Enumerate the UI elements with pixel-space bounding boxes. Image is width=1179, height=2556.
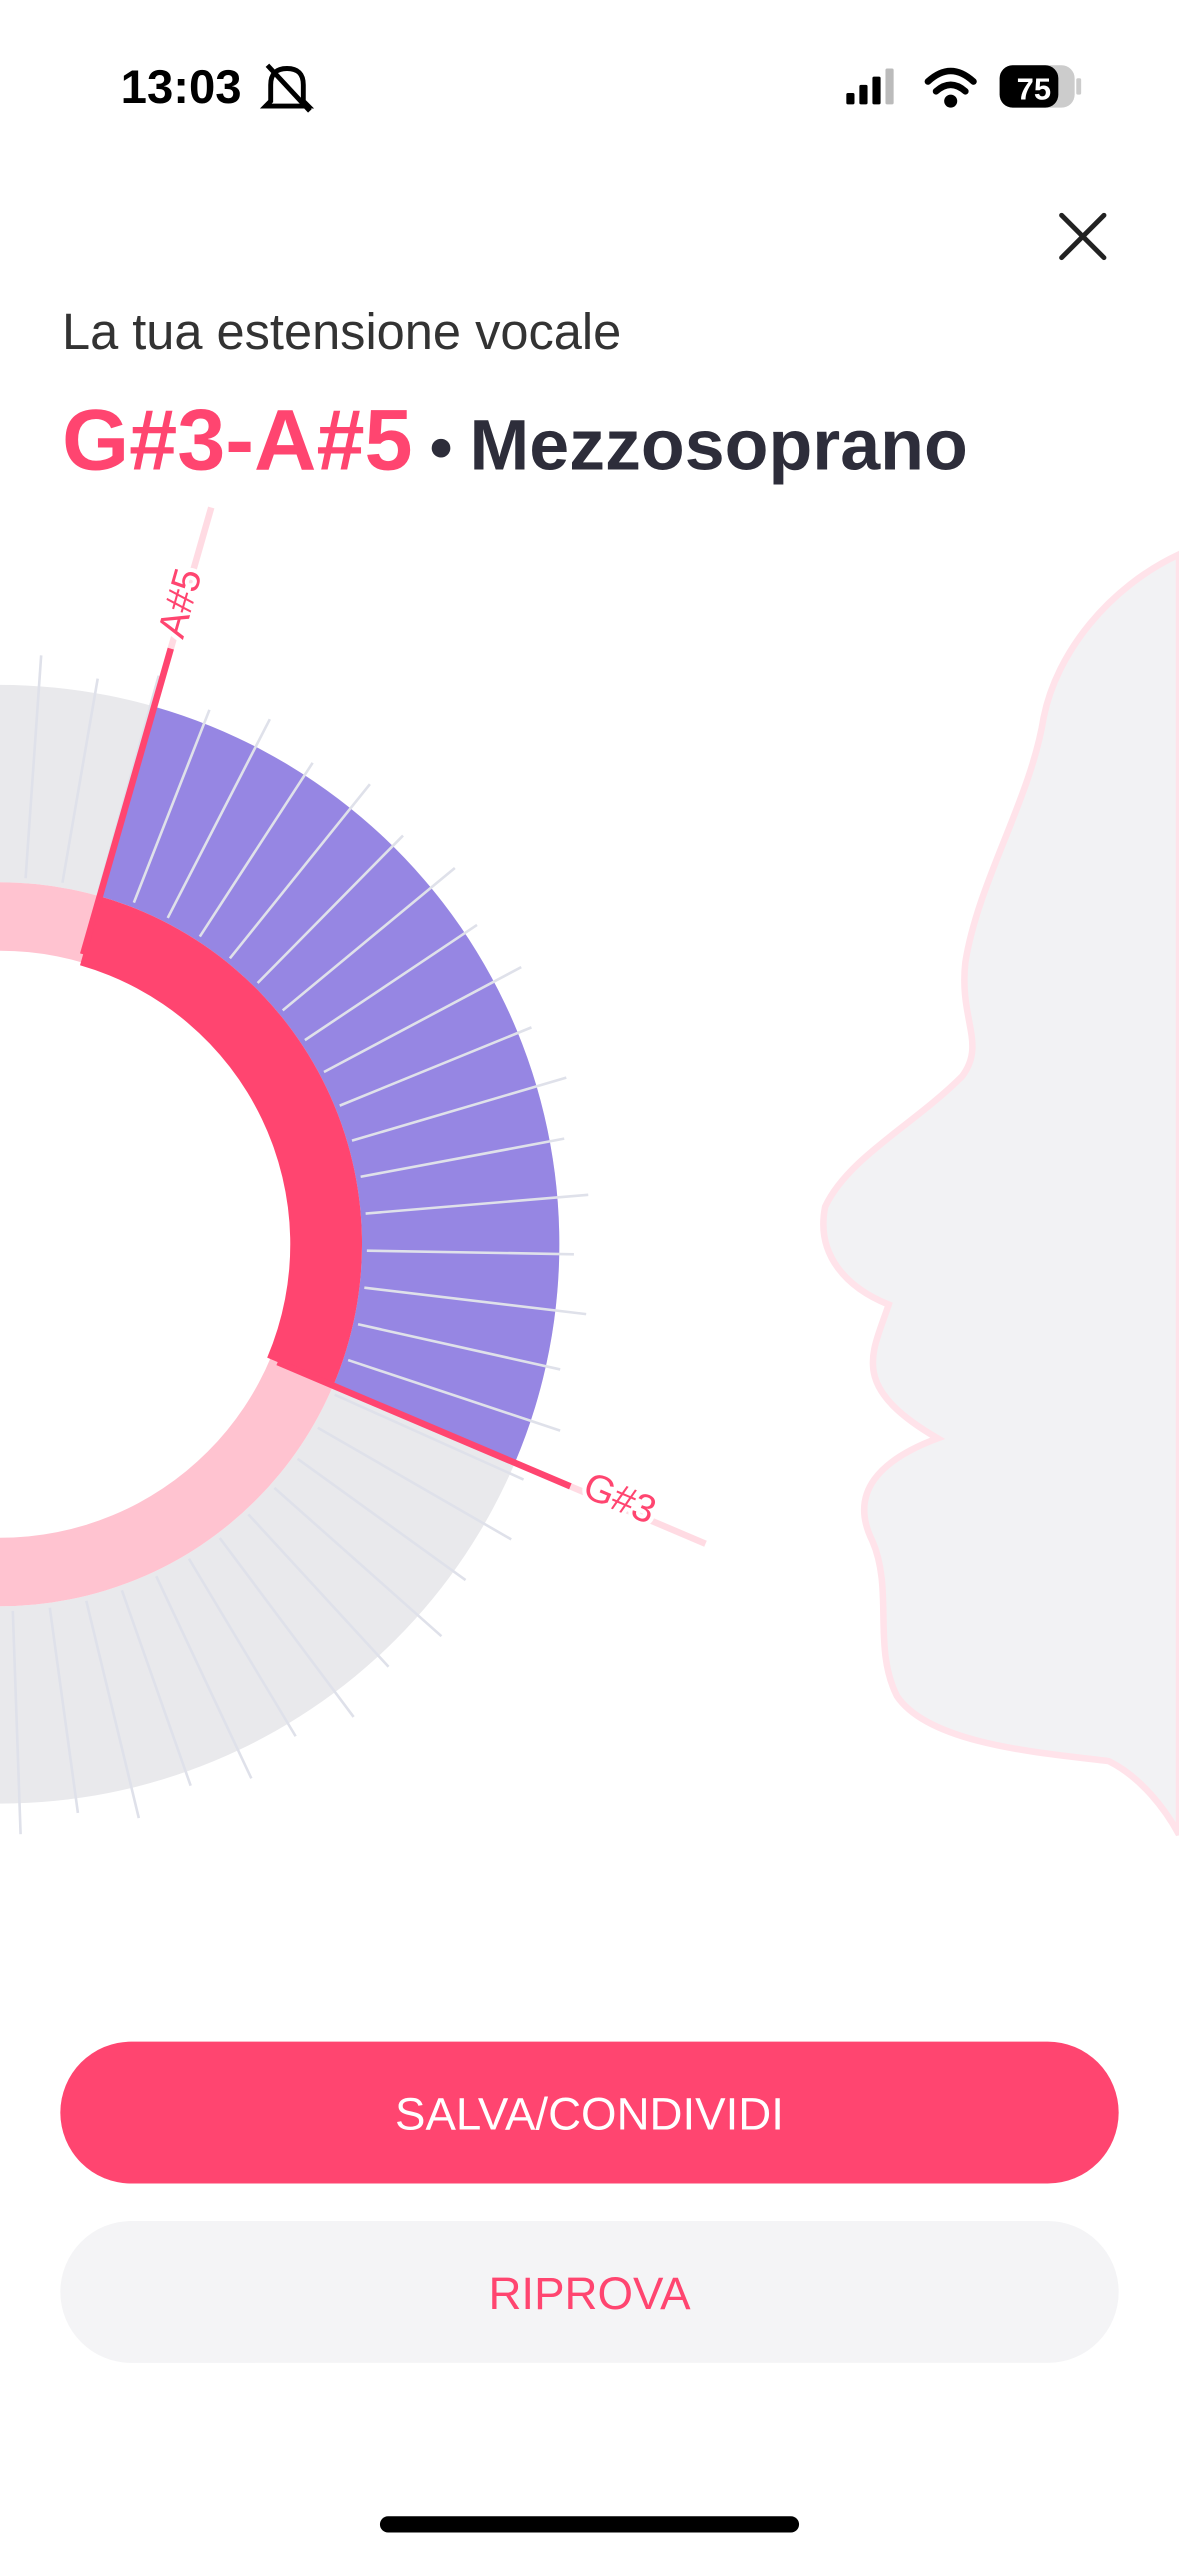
tick-line [24, 655, 43, 879]
tick-line [166, 718, 271, 919]
tick-line [304, 923, 478, 1042]
high-note-label: A#5 [150, 564, 211, 643]
wifi-icon [924, 67, 977, 108]
tick-line [347, 1358, 561, 1432]
tick-line [218, 1537, 355, 1718]
high-note-line [80, 647, 174, 956]
tick-line [247, 1513, 390, 1668]
low-note-label: G#3 [577, 1464, 662, 1532]
tick-line [365, 1193, 589, 1215]
tick-line [334, 1393, 525, 1481]
tick-line [120, 1589, 192, 1787]
battery-level: 75 [1017, 71, 1051, 106]
tick-line [228, 783, 371, 960]
tick-line [360, 1137, 565, 1179]
retry-button[interactable]: RIPROVA [60, 2221, 1119, 2363]
voice-type: Mezzosoprano [469, 406, 967, 486]
tick-line [132, 709, 211, 904]
tick-line [364, 1286, 587, 1316]
tick-line [273, 1486, 443, 1638]
tick-line [198, 762, 314, 938]
tick-line [296, 1457, 467, 1582]
tick-line [155, 1575, 253, 1779]
home-indicator [379, 2516, 800, 2533]
retry-label: RIPROVA [488, 2268, 691, 2319]
tick-line [256, 834, 404, 984]
close-button[interactable] [1059, 212, 1107, 261]
low-note-line [276, 1359, 572, 1490]
status-time: 13:03 [121, 61, 242, 114]
tick-line [351, 1076, 567, 1142]
low-note-fade [569, 1483, 707, 1547]
save-share-label: SALVA/CONDIVIDI [395, 2089, 784, 2140]
tick-line [323, 965, 522, 1074]
mute-icon [259, 63, 315, 113]
tick-line [48, 1607, 80, 1814]
vocal-range: G#3-A#5 [62, 393, 413, 489]
tick-line [366, 1249, 574, 1256]
tick-line [61, 678, 99, 883]
range-sector [99, 706, 560, 1463]
save-share-button[interactable]: SALVA/CONDIVIDI [60, 2041, 1119, 2184]
result-line: G#3-A#5 • Mezzosoprano [62, 393, 968, 489]
tick-line [187, 1558, 297, 1737]
signal-icon [846, 68, 894, 105]
separator: • [430, 411, 453, 484]
tick-line [85, 1600, 141, 1819]
tick-line [339, 1026, 532, 1107]
inner-range-arc [80, 896, 363, 1386]
face-silhouette [820, 550, 1179, 1837]
tick-line [357, 1323, 561, 1371]
subtitle: La tua estensione vocale [62, 303, 621, 360]
tick-line [317, 1426, 512, 1541]
high-note-fade [167, 506, 215, 650]
battery-icon: 75 [999, 65, 1082, 108]
tick-line [11, 1610, 22, 1835]
range-chart: A#5 G#3 [0, 506, 707, 1835]
tick-line [281, 866, 456, 1012]
